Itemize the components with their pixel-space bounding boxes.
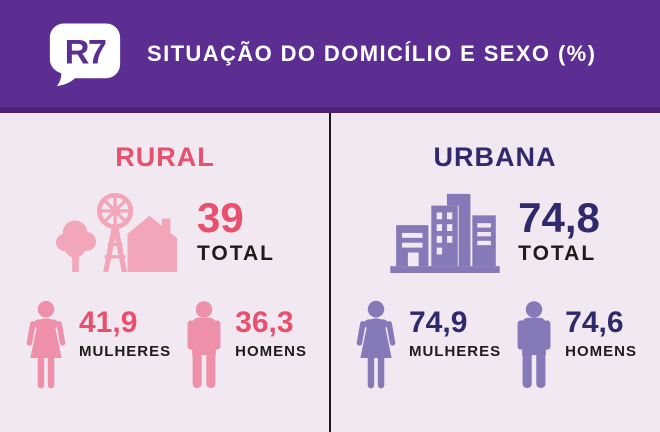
rural-total-row: 39 TOTAL [55, 189, 275, 273]
urbana-total-row: 74,8 TOTAL [390, 189, 600, 273]
rural-section: RURAL [0, 113, 330, 432]
rural-women-value: 41,9 [78, 306, 138, 339]
speech-bubble-icon [49, 23, 121, 86]
rural-heading: RURAL [115, 142, 215, 172]
rural-women-text: 41,9 MULHERES [78, 306, 172, 361]
female-icon [353, 300, 399, 392]
urbana-women-label: MULHERES [408, 343, 502, 360]
urbana-men-value: 74,6 [565, 306, 624, 339]
header: R7 SITUAÇÃO DO DOMICÍLIO E SEXO (%) [0, 0, 660, 113]
page-title: SITUAÇÃO DO DOMICÍLIO E SEXO (%) [147, 40, 597, 66]
urbana-section: URBANA [330, 113, 660, 432]
rural-total-text: 39 TOTAL [196, 193, 276, 266]
urbana-men-text: 74,6 HOMENS [565, 306, 637, 361]
urbana-total-label: TOTAL [518, 241, 597, 265]
rural-total-label: TOTAL [196, 241, 276, 265]
divider-line [329, 113, 331, 432]
rural-men-value: 36,3 [235, 306, 294, 339]
rural-people-row: 41,9 MULHERES 36,3 HOMENS [23, 300, 307, 392]
rural-women-label: MULHERES [78, 343, 172, 360]
r7-logo: R7 [49, 23, 121, 86]
urbana-men-label: HOMENS [565, 343, 637, 360]
rural-total-value: 39 [196, 193, 244, 241]
male-icon [183, 300, 225, 392]
rural-women: 41,9 MULHERES [23, 300, 171, 392]
content: RURAL [0, 113, 660, 432]
farm-icon [55, 192, 178, 272]
urbana-total-value: 74,8 [518, 193, 600, 241]
urbana-women-value: 74,9 [408, 306, 468, 339]
urbana-heading: URBANA [433, 142, 557, 172]
urbana-women: 74,9 MULHERES [353, 300, 501, 392]
rural-men-label: HOMENS [235, 343, 307, 360]
urbana-total-text: 74,8 TOTAL [518, 193, 600, 266]
urbana-people-row: 74,9 MULHERES 74,6 HOMENS [353, 300, 637, 392]
urbana-men: 74,6 HOMENS [513, 300, 637, 392]
buildings-icon [390, 193, 500, 273]
rural-men: 36,3 HOMENS [183, 300, 307, 392]
rural-men-text: 36,3 HOMENS [235, 306, 307, 361]
r7-logo-text: R7 [65, 33, 106, 71]
male-icon [513, 300, 555, 392]
urbana-women-text: 74,9 MULHERES [408, 306, 502, 361]
female-icon [23, 300, 69, 392]
